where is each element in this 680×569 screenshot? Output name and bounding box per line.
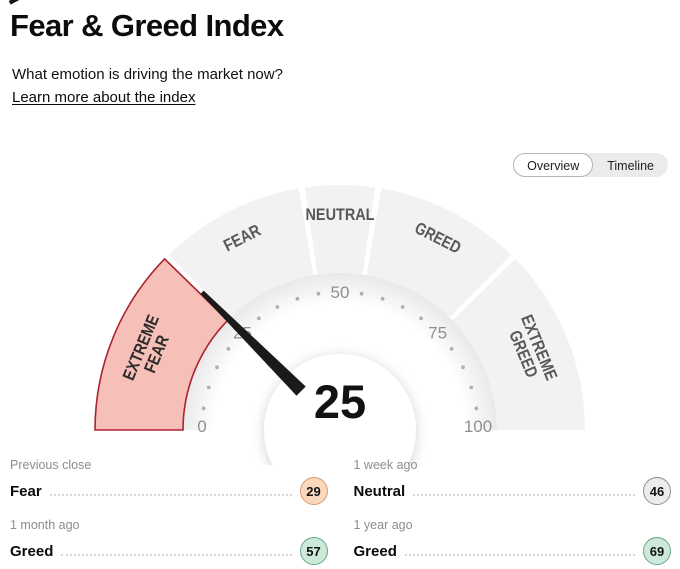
learn-more-link[interactable]: Learn more about the index (12, 89, 196, 106)
dotted-leader (61, 545, 292, 556)
gauge-tick-dot (449, 347, 454, 351)
gauge-tick-dot (206, 385, 211, 390)
gauge-segment-extreme-fear (94, 257, 229, 431)
gauge-tick-dot (316, 291, 321, 296)
gauge-tick-label: 50 (331, 283, 350, 302)
history-value-badge: 69 (643, 537, 671, 565)
gauge-tick-dot (474, 406, 479, 411)
view-toggle: Overview Timeline (513, 153, 668, 177)
history-value-row: Fear 29 (10, 477, 328, 505)
cropped-mark-icon (8, 0, 22, 5)
history-item: 1 month ago Greed 57 (10, 518, 328, 565)
history-sentiment-label: Fear (10, 482, 42, 500)
gauge-tick-dot (380, 296, 385, 301)
page-title: Fear & Greed Index (10, 8, 284, 43)
gauge-tick-dot (257, 316, 261, 321)
history-value-row: Neutral 46 (353, 477, 671, 505)
history-sentiment-label: Greed (10, 542, 54, 560)
history-grid: Previous close Fear 29 1 week ago Neutra… (0, 458, 680, 565)
gauge-tick-dot (419, 316, 423, 321)
gauge-tick-dot (469, 385, 474, 390)
history-value-badge: 29 (299, 477, 328, 505)
history-period-label: Previous close (10, 458, 92, 472)
history-value-row: Greed 57 (10, 537, 328, 565)
dotted-leader (49, 485, 292, 496)
history-value-row: Greed 69 (353, 537, 671, 565)
gauge-inner-disc (183, 273, 497, 430)
dotted-leader (404, 545, 635, 556)
gauge-tick-dot (201, 406, 206, 411)
fear-greed-gauge: EXTREMEFEARFEARNEUTRALGREEDEXTREMEGREED0… (94, 185, 585, 465)
history-item: Previous close Fear 29 (10, 458, 328, 505)
toggle-option-timeline[interactable]: Timeline (593, 153, 668, 177)
gauge-segment-fear (168, 188, 314, 318)
history-value-badge: 57 (299, 537, 328, 565)
history-sentiment-label: Greed (353, 542, 397, 560)
gauge-tick-label: 100 (464, 417, 492, 436)
toggle-option-overview[interactable]: Overview (513, 153, 594, 177)
gauge-needle (200, 290, 306, 396)
gauge-segment-greed (366, 188, 512, 318)
gauge-tick-dot (275, 305, 280, 309)
subtitle: What emotion is driving the market now? (12, 66, 283, 83)
gauge-segment-label: NEUTRAL (306, 205, 375, 224)
gauge-value: 25 (314, 375, 366, 428)
gauge-center-circle (264, 354, 416, 465)
gauge-segment-extreme-greed (452, 258, 585, 430)
gauge-tick-label: 75 (428, 323, 447, 342)
history-period-label: 1 week ago (353, 458, 418, 472)
gauge-tick-dot (461, 365, 465, 370)
gauge-tick-dot (400, 305, 405, 309)
gauge-tick-label: 0 (197, 417, 206, 436)
history-item: 1 week ago Neutral 46 (353, 458, 671, 505)
history-item: 1 year ago Greed 69 (353, 518, 671, 565)
gauge-tick-dot (226, 347, 231, 351)
history-sentiment-label: Neutral (353, 482, 406, 500)
dotted-leader (413, 485, 635, 496)
history-period-label: 1 year ago (353, 518, 413, 532)
history-period-label: 1 month ago (10, 518, 80, 532)
gauge-segment-neutral (304, 185, 376, 275)
history-value-badge: 46 (643, 477, 671, 505)
gauge-tick-dot (295, 296, 300, 301)
gauge-tick-dot (215, 365, 219, 370)
gauge-tick-dot (359, 291, 364, 296)
